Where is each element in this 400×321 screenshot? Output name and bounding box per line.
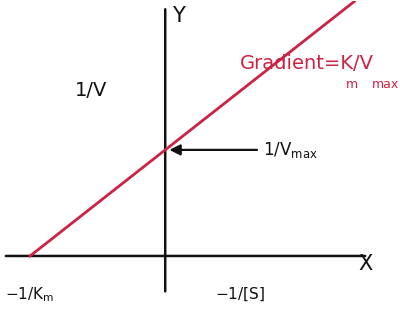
Text: $-1/\mathrm{[S]}$: $-1/\mathrm{[S]}$ bbox=[214, 286, 264, 303]
Text: m: m bbox=[346, 78, 358, 91]
Text: X: X bbox=[358, 255, 373, 274]
Text: Gradient=K/V: Gradient=K/V bbox=[240, 54, 374, 73]
Text: $-1/\mathrm{K}_\mathrm{m}$: $-1/\mathrm{K}_\mathrm{m}$ bbox=[6, 286, 55, 304]
Text: $1/\mathrm{V}_{\mathrm{max}}$: $1/\mathrm{V}_{\mathrm{max}}$ bbox=[262, 140, 317, 160]
Text: 1/V: 1/V bbox=[75, 81, 107, 100]
Text: max: max bbox=[372, 78, 399, 91]
Text: Y: Y bbox=[172, 6, 185, 26]
